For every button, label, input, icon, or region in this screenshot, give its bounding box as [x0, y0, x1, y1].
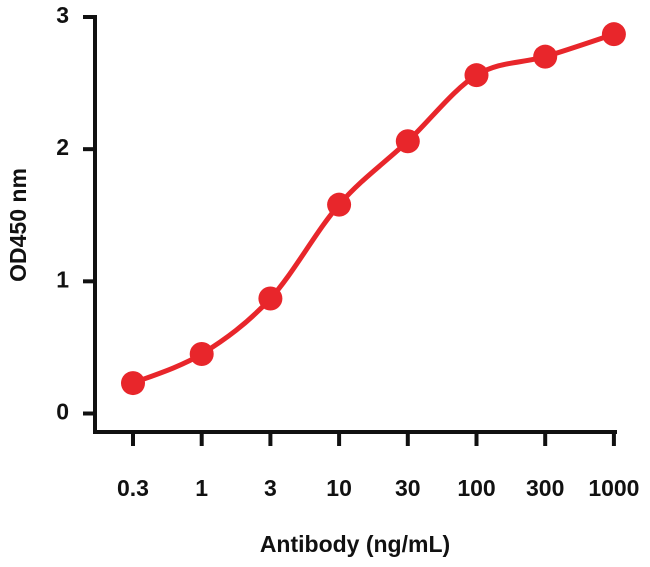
x-tick-label: 30 — [395, 475, 421, 501]
point — [395, 129, 420, 154]
y-axis-label: OD450 nm — [5, 168, 31, 282]
x-tick-label: 10 — [326, 475, 352, 501]
y-tick-label: 1 — [56, 266, 69, 292]
point — [258, 286, 283, 311]
x-tick-label: 1000 — [588, 475, 639, 501]
x-axis-label: Antibody (ng/mL) — [260, 531, 450, 557]
point — [533, 44, 558, 69]
point — [121, 371, 145, 396]
y-tick-label: 3 — [56, 2, 69, 28]
point — [464, 63, 489, 88]
point — [601, 22, 626, 47]
x-tick-label: 100 — [457, 475, 495, 501]
y-tick-label: 2 — [56, 134, 69, 160]
point — [189, 342, 214, 367]
line — [132, 31, 615, 386]
y-tick-label: 0 — [56, 399, 69, 425]
x-tick-label: 1 — [195, 475, 208, 501]
point — [327, 192, 352, 217]
x-tick-label: 300 — [526, 475, 564, 501]
x-tick-label: 0.3 — [117, 475, 149, 501]
x-tick-label: 3 — [264, 475, 277, 501]
